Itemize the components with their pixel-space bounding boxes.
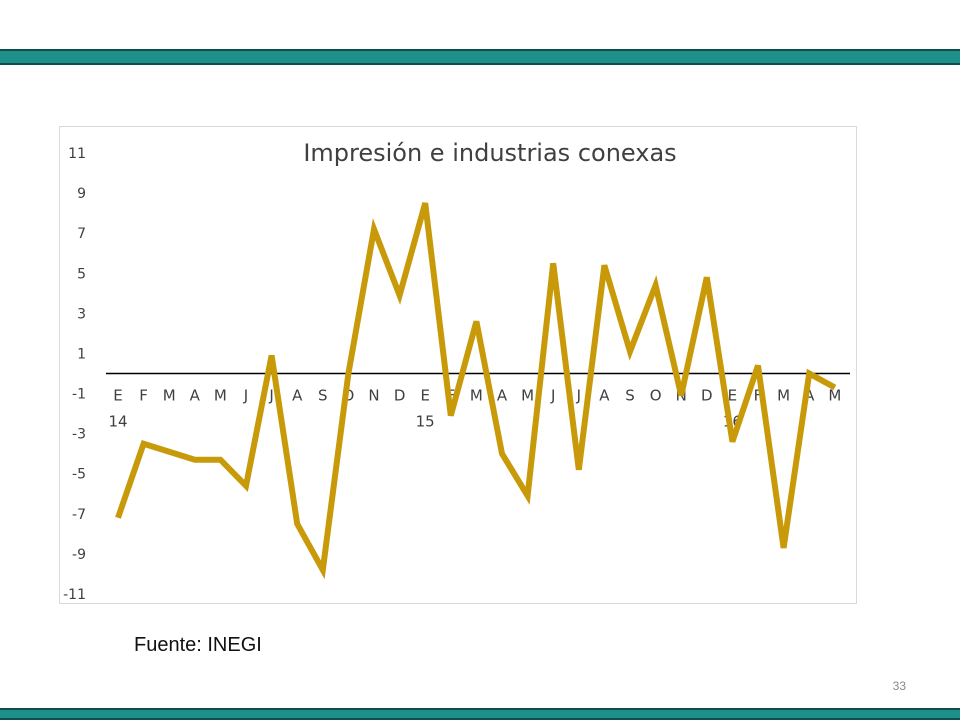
y-tick-label: 11 <box>68 146 86 162</box>
x-tick-label: D <box>394 387 406 405</box>
chart-title: Impresión e industrias conexas <box>303 139 676 167</box>
x-tick-label: M <box>214 387 227 405</box>
x-tick-label: S <box>318 387 328 405</box>
bottom-decorative-band <box>0 708 960 720</box>
y-tick-label: 3 <box>77 306 86 322</box>
y-tick-label: 7 <box>77 226 86 242</box>
x-tick-label: J <box>243 387 248 405</box>
x-tick-label: M <box>470 387 483 405</box>
x-tick-label: A <box>292 387 303 405</box>
x-tick-label: J <box>550 387 555 405</box>
chart-svg: Impresión e industrias conexas 11 9 7 5 3 1 -1… <box>63 139 850 603</box>
page-number: 33 <box>892 679 906 693</box>
line-chart: Impresión e industrias conexas 11 9 7 5 3 1 -1… <box>59 126 857 604</box>
x-tick-label: F <box>139 387 148 405</box>
source-note: Fuente: INEGI <box>134 634 262 656</box>
x-year-label: 14 <box>108 413 127 431</box>
y-tick-label: 1 <box>77 346 86 362</box>
x-year-label: 15 <box>416 413 435 431</box>
x-tick-label: M <box>777 387 790 405</box>
y-tick-label: -3 <box>72 427 86 443</box>
x-tick-label: J <box>576 387 581 405</box>
y-tick-label: -1 <box>72 387 86 403</box>
x-tick-label: A <box>190 387 201 405</box>
y-tick-label: 9 <box>77 186 86 202</box>
y-tick-label: -5 <box>72 467 86 483</box>
y-tick-label: -7 <box>72 507 86 523</box>
x-tick-label: E <box>728 387 737 405</box>
x-tick-label: A <box>804 387 815 405</box>
top-decorative-band <box>0 49 960 66</box>
y-axis-ticks: 11 9 7 5 3 1 -1 -3 -5 -7 -9 -11 <box>63 146 86 603</box>
x-tick-label: N <box>368 387 379 405</box>
x-tick-label: J <box>268 387 273 405</box>
series-layer <box>115 202 837 580</box>
x-tick-label: A <box>599 387 610 405</box>
x-tick-label: F <box>754 387 763 405</box>
x-tick-label: D <box>701 387 713 405</box>
y-tick-label: 5 <box>77 266 86 282</box>
x-tick-label: M <box>521 387 534 405</box>
x-tick-label: S <box>625 387 635 405</box>
x-tick-label: E <box>113 387 122 405</box>
x-tick-label: A <box>497 387 508 405</box>
x-tick-label: M <box>163 387 176 405</box>
y-tick-label: -9 <box>72 547 86 563</box>
x-tick-label: M <box>828 387 841 405</box>
x-tick-label: E <box>420 387 429 405</box>
y-tick-label: -11 <box>63 587 86 603</box>
x-tick-label: O <box>650 387 662 405</box>
